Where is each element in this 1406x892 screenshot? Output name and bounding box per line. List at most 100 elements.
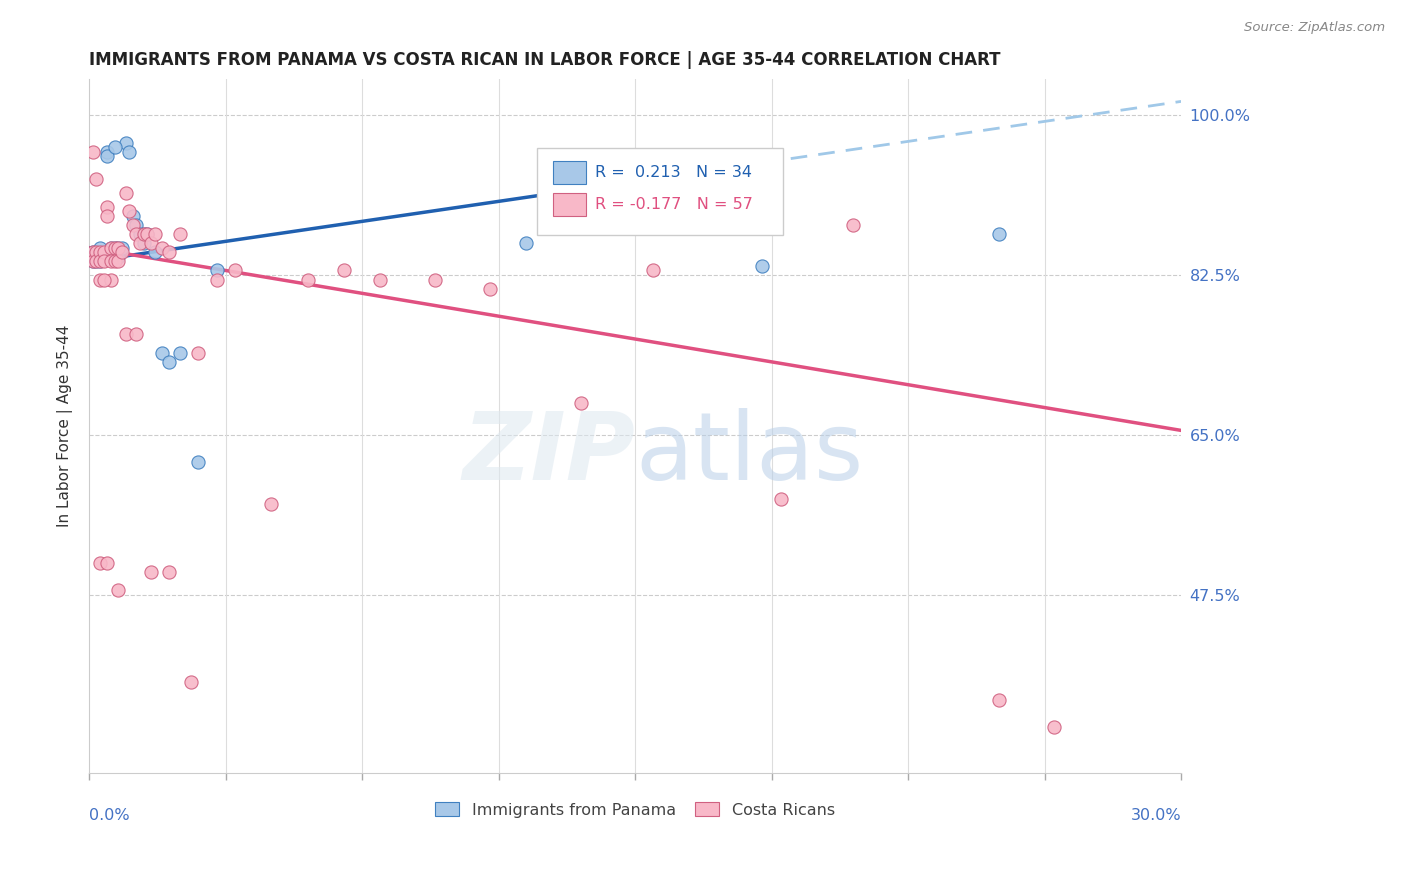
Point — [150, 345, 173, 359]
Point — [118, 145, 141, 159]
Point — [104, 140, 127, 154]
Point — [169, 227, 191, 241]
Point — [82, 254, 104, 268]
Point — [89, 254, 111, 268]
Text: ZIP: ZIP — [463, 408, 636, 500]
Point — [180, 674, 202, 689]
Point — [988, 693, 1011, 707]
Point — [129, 235, 152, 250]
Point — [100, 254, 122, 268]
Point — [82, 245, 104, 260]
Text: Source: ZipAtlas.com: Source: ZipAtlas.com — [1244, 21, 1385, 34]
Point — [370, 272, 392, 286]
Point — [89, 254, 111, 268]
Point — [297, 272, 319, 286]
Text: 30.0%: 30.0% — [1130, 808, 1181, 822]
Point — [86, 245, 108, 260]
Point — [1042, 720, 1064, 734]
Point — [86, 254, 108, 268]
Point — [478, 282, 501, 296]
Point — [89, 272, 111, 286]
Point — [132, 227, 155, 241]
Point — [205, 263, 228, 277]
Point — [93, 245, 115, 260]
Point — [93, 250, 115, 264]
Point — [751, 259, 773, 273]
Point — [93, 272, 115, 286]
Point — [111, 241, 134, 255]
Point — [333, 263, 356, 277]
Point — [157, 565, 180, 579]
Legend: Immigrants from Panama, Costa Ricans: Immigrants from Panama, Costa Ricans — [429, 796, 841, 824]
Point — [569, 396, 592, 410]
Point — [136, 227, 159, 241]
Point — [111, 245, 134, 260]
Point — [260, 496, 283, 510]
Text: 0.0%: 0.0% — [89, 808, 129, 822]
Point — [143, 227, 166, 241]
Point — [121, 218, 143, 232]
Point — [121, 209, 143, 223]
Point — [842, 218, 865, 232]
Point — [150, 241, 173, 255]
Point — [100, 241, 122, 255]
Point — [104, 241, 127, 255]
Point — [82, 245, 104, 260]
Point — [107, 250, 129, 264]
FancyBboxPatch shape — [553, 194, 586, 216]
Point — [125, 227, 148, 241]
Point — [104, 254, 127, 268]
Point — [96, 149, 118, 163]
Point — [187, 455, 209, 469]
Point — [114, 136, 136, 150]
Point — [96, 556, 118, 570]
Point — [86, 254, 108, 268]
Text: R =  0.213   N = 34: R = 0.213 N = 34 — [595, 165, 752, 180]
Point — [107, 241, 129, 255]
Point — [100, 250, 122, 264]
Point — [132, 227, 155, 241]
Point — [643, 263, 665, 277]
Point — [104, 250, 127, 264]
Point — [143, 245, 166, 260]
Point — [169, 345, 191, 359]
Point — [132, 235, 155, 250]
Point — [118, 204, 141, 219]
Point — [129, 227, 152, 241]
Point — [82, 254, 104, 268]
FancyBboxPatch shape — [537, 148, 783, 235]
Text: R = -0.177   N = 57: R = -0.177 N = 57 — [595, 197, 752, 211]
Point — [205, 272, 228, 286]
Point — [515, 235, 537, 250]
Point — [107, 241, 129, 255]
Point — [769, 491, 792, 506]
Point — [224, 263, 246, 277]
Point — [96, 145, 118, 159]
Point — [82, 145, 104, 159]
Point — [96, 200, 118, 214]
Text: IMMIGRANTS FROM PANAMA VS COSTA RICAN IN LABOR FORCE | AGE 35-44 CORRELATION CHA: IMMIGRANTS FROM PANAMA VS COSTA RICAN IN… — [89, 51, 1001, 69]
Point — [86, 172, 108, 186]
Point — [89, 245, 111, 260]
Point — [136, 227, 159, 241]
Point — [423, 272, 446, 286]
Point — [86, 245, 108, 260]
Point — [114, 327, 136, 342]
Point — [157, 245, 180, 260]
Y-axis label: In Labor Force | Age 35-44: In Labor Force | Age 35-44 — [58, 325, 73, 527]
Point — [93, 254, 115, 268]
Point — [89, 556, 111, 570]
FancyBboxPatch shape — [553, 161, 586, 184]
Point — [988, 227, 1011, 241]
Text: atlas: atlas — [636, 408, 863, 500]
Point — [104, 241, 127, 255]
Point — [100, 272, 122, 286]
Point — [107, 583, 129, 598]
Point — [100, 241, 122, 255]
Point — [139, 565, 162, 579]
Point — [187, 345, 209, 359]
Point — [157, 355, 180, 369]
Point — [89, 241, 111, 255]
Point — [114, 186, 136, 200]
Point — [139, 235, 162, 250]
